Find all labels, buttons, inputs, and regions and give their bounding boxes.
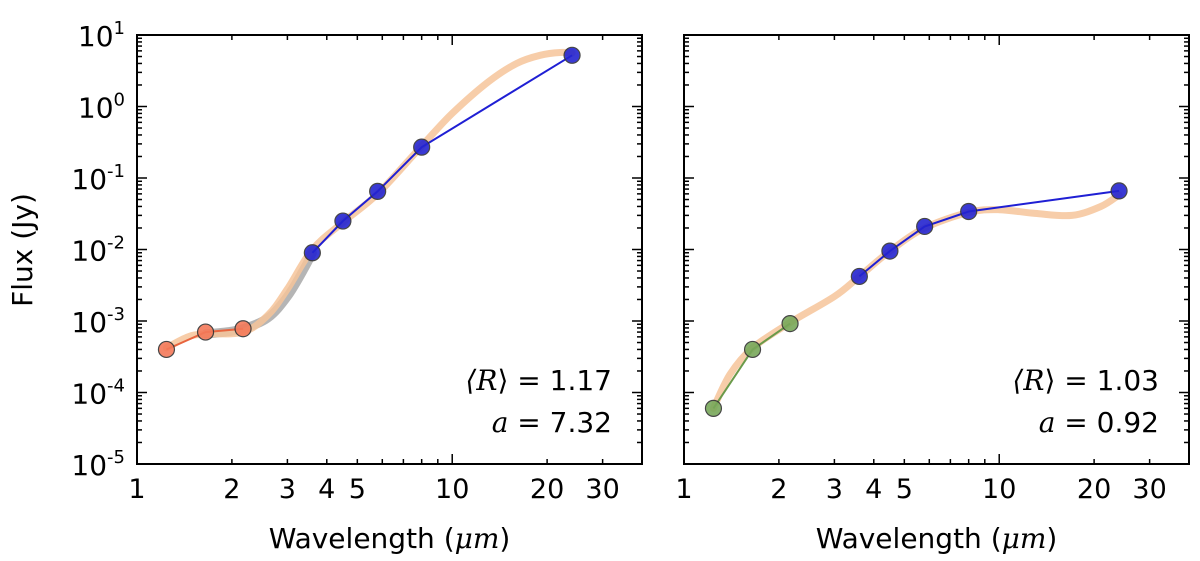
x-axis-ticks [683, 35, 1190, 464]
x-tick-label: 20 [1077, 474, 1111, 505]
y-tick-label: 101 [78, 18, 125, 53]
data-point [916, 217, 934, 236]
mid-ir-line [311, 54, 573, 254]
x-tick-label: 30 [585, 474, 619, 505]
r-close: ⟩ [1044, 364, 1064, 397]
y-tick-base: 10 [78, 92, 114, 125]
a-value: = 7.32 [508, 406, 612, 439]
r-close: ⟩ [497, 364, 517, 397]
y-axis-label: Flux (Jy) [6, 193, 39, 307]
y-tick-base: 10 [71, 306, 107, 339]
x-axis-label: Wavelength (μm) [269, 522, 511, 555]
y-tick-base: 10 [71, 449, 107, 482]
y-tick-label: 100 [78, 90, 125, 125]
r-letter: R [475, 364, 497, 397]
plot-frame [683, 34, 1190, 465]
data-point [413, 138, 431, 156]
y-tick-label: 10-4 [71, 376, 125, 411]
r-symbol: ⟨ [465, 364, 477, 397]
x-tick-label: 5 [896, 474, 913, 505]
near-ir-line [712, 322, 791, 409]
y-tick-exponent: -4 [107, 376, 125, 397]
x-tick-label: 1 [675, 474, 692, 505]
left-panel: 1 2 3 4 5 10 20 3010-510-410-310-210-1100101Wav… [71, 18, 643, 555]
x-tick-label: 2 [770, 474, 787, 505]
x-tick-label: 30 [1132, 474, 1166, 505]
x-tick-label: 4 [865, 474, 882, 505]
data-curves [157, 46, 581, 359]
x-label-suffix: ) [1046, 522, 1057, 555]
data-point [303, 244, 321, 262]
mean-r-annotation: ⟨R⟩ = 1.17 [465, 364, 612, 397]
x-tick-label: 2 [223, 474, 240, 505]
data-point [743, 340, 762, 359]
y-axis-ticks [684, 34, 1189, 465]
data-point [881, 242, 899, 260]
data-point [704, 399, 723, 417]
y-tick-base: 10 [71, 235, 107, 268]
x-tick-label: 3 [279, 474, 296, 505]
y-tick-label: 10-1 [71, 161, 125, 196]
data-point [1110, 182, 1128, 200]
mid-ir-line [858, 189, 1120, 278]
y-tick-exponent: 1 [114, 18, 125, 39]
x-label-prefix: Wavelength ( [816, 522, 1002, 555]
x-tick-label: 1 [128, 474, 145, 505]
y-axis-ticks [137, 34, 642, 465]
x-tick-label: 10 [982, 474, 1016, 505]
r-symbol: ⟨ [1012, 364, 1024, 397]
y-tick-label: 10-3 [71, 304, 125, 339]
alpha-annotation: a = 7.32 [492, 406, 612, 439]
y-tick-exponent: -5 [107, 447, 125, 468]
data-point [334, 212, 352, 230]
y-tick-base: 10 [71, 378, 107, 411]
y-tick-exponent: -1 [107, 161, 125, 182]
mean-r-annotation: ⟨R⟩ = 1.03 [1012, 364, 1159, 397]
alpha-annotation: a = 0.92 [1039, 406, 1159, 439]
data-point [369, 182, 387, 200]
a-symbol: a [1039, 406, 1056, 439]
orange-model-curve [162, 48, 576, 352]
x-tick-label: 20 [530, 474, 564, 505]
y-tick-base: 10 [78, 20, 114, 53]
r-letter: R [1022, 364, 1044, 397]
x-tick-label: 10 [435, 474, 469, 505]
x-axis-ticks [136, 35, 643, 464]
x-axis-label: Wavelength (μm) [816, 522, 1058, 555]
data-point [850, 267, 868, 286]
x-label-unit: μm [455, 522, 500, 555]
data-point [563, 46, 581, 64]
y-tick-label: 10-5 [71, 447, 125, 482]
x-label-unit: μm [1002, 522, 1047, 555]
y-tick-label: 10-2 [71, 233, 125, 268]
data-point [234, 320, 252, 338]
y-tick-base: 10 [71, 163, 107, 196]
y-tick-exponent: -2 [107, 233, 125, 254]
data-point [157, 340, 176, 359]
r-value: = 1.03 [1064, 364, 1159, 397]
plot-frame [136, 34, 643, 465]
r-value: = 1.17 [517, 364, 612, 397]
data-point [196, 323, 215, 341]
data-point [781, 314, 799, 333]
data-point [960, 202, 978, 221]
x-label-suffix: ) [499, 522, 510, 555]
a-value: = 0.92 [1055, 406, 1159, 439]
x-label-prefix: Wavelength ( [269, 522, 455, 555]
x-tick-label: 4 [318, 474, 335, 505]
y-tick-exponent: -3 [107, 304, 125, 325]
x-tick-label: 3 [826, 474, 843, 505]
y-tick-exponent: 0 [114, 90, 125, 111]
x-tick-label: 5 [349, 474, 366, 505]
a-symbol: a [492, 406, 509, 439]
data-curves [704, 182, 1128, 417]
